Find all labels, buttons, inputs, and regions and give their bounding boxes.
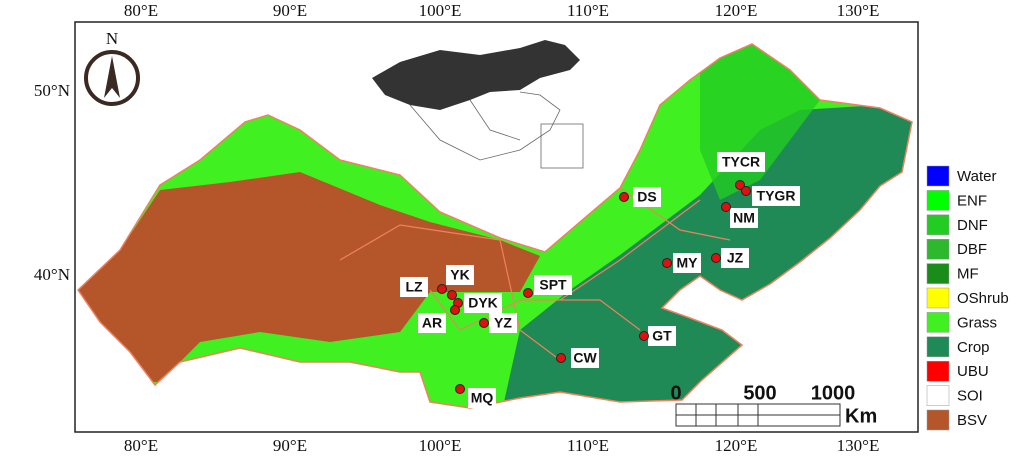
site-label-box: [468, 388, 496, 408]
lon-label-top: 80°E: [124, 1, 158, 20]
site-label-box: [418, 313, 446, 333]
lon-label-bottom: 100°E: [419, 436, 462, 455]
lon-label-bottom: 130°E: [837, 436, 880, 455]
site-label-box: [464, 293, 502, 313]
legend-swatch: [926, 238, 950, 260]
site-marker: [556, 353, 566, 363]
north-arrow: [84, 50, 140, 106]
site-label: CW: [573, 350, 597, 366]
lon-label-top: 120°E: [715, 1, 758, 20]
site-label-box: [489, 313, 517, 333]
site-marker: [735, 180, 745, 190]
site-marker: [741, 186, 751, 196]
legend-label: Water: [957, 168, 996, 185]
site-label-box: [446, 265, 474, 285]
legend-swatch: [926, 409, 950, 431]
legend-label: DBF: [957, 241, 987, 258]
legend-swatch: [926, 385, 950, 406]
scale-bar: [675, 403, 841, 427]
site-label: MY: [677, 255, 699, 271]
site-marker: [711, 253, 721, 263]
site-label: TYCR: [722, 154, 760, 170]
scale-label: 500: [743, 382, 776, 404]
site-label: YZ: [494, 315, 512, 331]
region-outline: [77, 43, 913, 409]
site-label: LZ: [405, 279, 423, 295]
site-marker: [639, 331, 649, 341]
site-marker: [450, 305, 460, 315]
barren-area: [78, 172, 540, 382]
site-label-box: [648, 326, 676, 346]
lon-label-bottom: 120°E: [715, 436, 758, 455]
inset-box: [540, 123, 584, 169]
legend-swatch: [926, 336, 950, 358]
north-label: N: [106, 29, 118, 48]
site-marker: [479, 318, 489, 328]
legend-swatch: [926, 263, 950, 284]
site-label: MQ: [471, 390, 494, 406]
site-label: DYK: [468, 295, 498, 311]
site-label-box: [571, 348, 599, 368]
scale-label: 0: [670, 382, 681, 404]
legend-label: UBU: [957, 363, 989, 380]
legend-swatch: [926, 165, 950, 187]
lon-label-top: 90°E: [273, 1, 307, 20]
site-label-box: [717, 152, 765, 172]
legend-label: DNF: [957, 217, 988, 234]
legend-swatch: [926, 214, 950, 236]
site-marker: [523, 288, 533, 298]
legend-swatch: [926, 312, 950, 333]
lat-label: 50°N: [34, 81, 70, 100]
scale-unit: Km: [845, 405, 877, 427]
site-label-box: [633, 187, 661, 207]
site-label: SPT: [539, 277, 567, 293]
lon-label-top: 110°E: [567, 1, 609, 20]
site-label-box: [721, 248, 749, 268]
legend-swatch: [926, 360, 950, 382]
legend-swatch: [926, 287, 950, 309]
site-marker: [455, 384, 465, 394]
province-borders: [339, 187, 731, 361]
site-label: DS: [637, 189, 656, 205]
site-label-box: [730, 208, 758, 228]
lon-label-bottom: 110°E: [567, 436, 609, 455]
site-marker: [721, 202, 731, 212]
legend-label: SOI: [957, 388, 983, 405]
legend-label: Crop: [957, 339, 990, 356]
site-label-box: [673, 253, 701, 273]
lon-label-top: 130°E: [837, 1, 880, 20]
lat-label: 40°N: [34, 265, 70, 284]
legend-label: MF: [957, 266, 979, 283]
lon-label-top: 100°E: [419, 1, 462, 20]
site-label-box: [534, 275, 572, 295]
north-arrow-needle: [104, 56, 120, 98]
site-marker: [447, 290, 457, 300]
site-label: JZ: [727, 250, 744, 266]
site-marker: [437, 284, 447, 294]
legend-label: Grass: [957, 314, 997, 331]
scale-label: 1000: [811, 382, 856, 404]
legend-swatch: [926, 190, 950, 211]
site-label: GT: [652, 328, 672, 344]
site-marker: [619, 192, 629, 202]
site-label: AR: [422, 315, 442, 331]
site-label: NM: [733, 210, 755, 226]
legend-label: OShrub: [957, 290, 1009, 307]
legend-label: ENF: [957, 192, 987, 209]
site-label: YK: [450, 267, 469, 283]
site-label: TYGR: [757, 188, 796, 204]
lon-label-bottom: 90°E: [273, 436, 307, 455]
inset-map: [372, 40, 580, 110]
site-label-box: [752, 186, 800, 206]
site-label-box: [400, 277, 428, 297]
lon-label-bottom: 80°E: [124, 436, 158, 455]
site-marker: [662, 258, 672, 268]
legend-label: BSV: [957, 412, 987, 429]
inset-outline: [409, 91, 561, 161]
